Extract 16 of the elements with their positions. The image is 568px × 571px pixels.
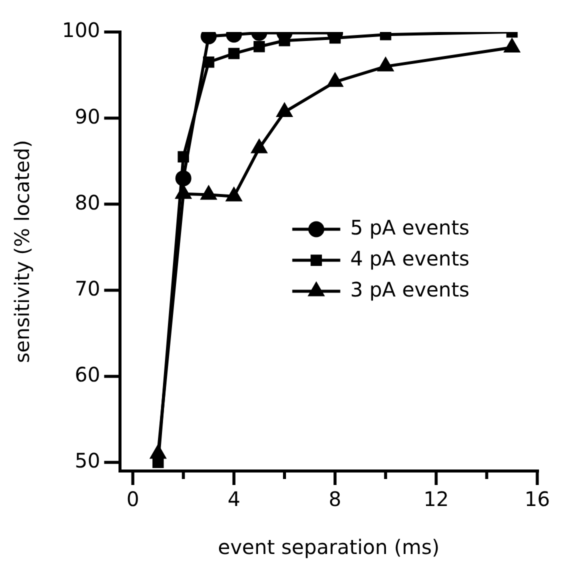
y-tick-label: 70 (74, 276, 100, 300)
x-tick-label: 12 (423, 487, 449, 512)
y-axis-title: sensitivity (% located) (10, 140, 34, 364)
legend-label: 5 pA events (350, 215, 470, 240)
legend-label: 4 pA events (350, 246, 470, 270)
y-tick-label: 80 (74, 190, 100, 214)
y-tick-label: 100 (62, 18, 100, 42)
y-tick-label: 90 (74, 104, 100, 128)
x-axis-title: event separation (ms) (218, 535, 440, 560)
x-tick-label: 4 (228, 487, 240, 512)
x-tick-label: 0 (126, 487, 140, 512)
legend-label: 3 pA events (350, 277, 470, 302)
x-tick-label: 16 (524, 487, 550, 512)
x-tick-label: 8 (328, 487, 342, 512)
y-tick-label: 50 (74, 448, 100, 473)
y-tick-label: 60 (74, 362, 100, 387)
